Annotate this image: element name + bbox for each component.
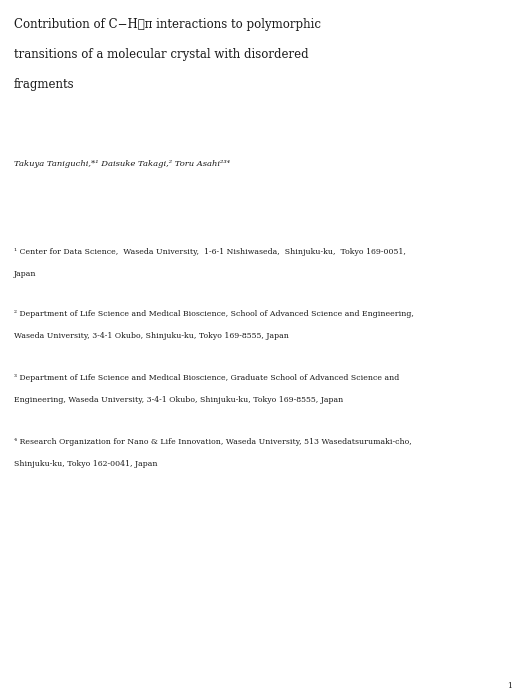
Text: ⁴ Research Organization for Nano & Life Innovation, Waseda University, 513 Wased: ⁴ Research Organization for Nano & Life … [14, 438, 412, 446]
Text: fragments: fragments [14, 78, 75, 91]
Text: ³ Department of Life Science and Medical Bioscience, Graduate School of Advanced: ³ Department of Life Science and Medical… [14, 374, 399, 382]
Text: 1: 1 [507, 682, 512, 690]
Text: Waseda University, 3-4-1 Okubo, Shinjuku-ku, Tokyo 169-8555, Japan: Waseda University, 3-4-1 Okubo, Shinjuku… [14, 332, 289, 340]
Text: Shinjuku-ku, Tokyo 162-0041, Japan: Shinjuku-ku, Tokyo 162-0041, Japan [14, 460, 157, 468]
Text: transitions of a molecular crystal with disordered: transitions of a molecular crystal with … [14, 48, 309, 61]
Text: Japan: Japan [14, 270, 36, 278]
Text: ¹ Center for Data Science,  Waseda University,  1-6-1 Nishiwaseda,  Shinjuku-ku,: ¹ Center for Data Science, Waseda Univer… [14, 248, 406, 256]
Text: ² Department of Life Science and Medical Bioscience, School of Advanced Science : ² Department of Life Science and Medical… [14, 310, 414, 318]
Text: Contribution of C−H⋯π interactions to polymorphic: Contribution of C−H⋯π interactions to po… [14, 18, 321, 31]
Text: Engineering, Waseda University, 3-4-1 Okubo, Shinjuku-ku, Tokyo 169-8555, Japan: Engineering, Waseda University, 3-4-1 Ok… [14, 396, 343, 404]
Text: Takuya Taniguchi,*¹ Daisuke Takagi,² Toru Asahi²³⁴: Takuya Taniguchi,*¹ Daisuke Takagi,² Tor… [14, 160, 230, 168]
